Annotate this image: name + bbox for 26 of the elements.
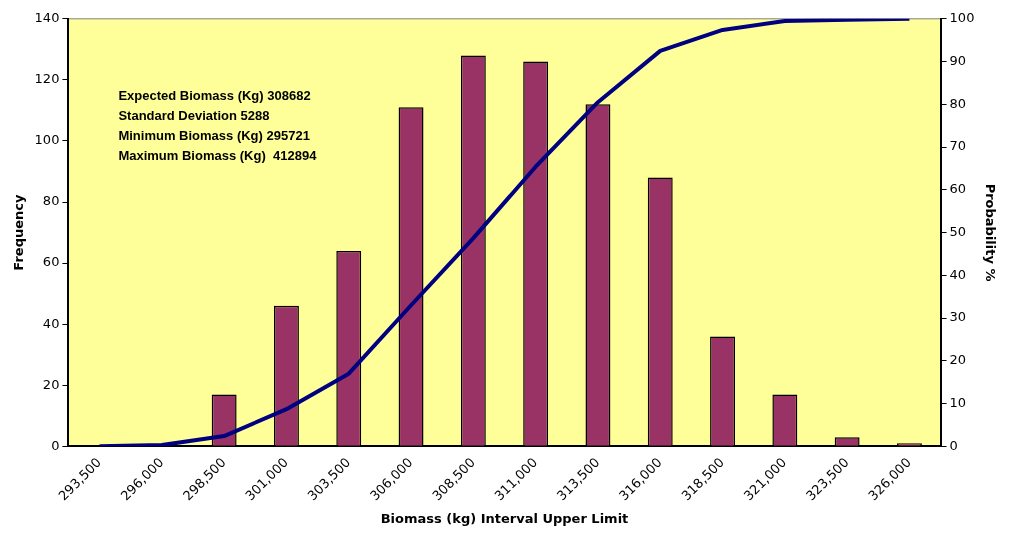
y2-tick-label: 100 (949, 10, 975, 26)
y-tick-label: 20 (42, 376, 60, 392)
y2-tick-label: 30 (949, 309, 967, 325)
annotation: Minimum Biomass (Kg) 295721 (118, 128, 310, 144)
y2-tick-label: 70 (949, 138, 967, 154)
y-axis-title: Frequency (11, 194, 27, 271)
y2-tick-label: 40 (949, 266, 967, 282)
annotation: Maximum Biomass (Kg) 412894 (118, 148, 318, 164)
y-tick-label: 40 (42, 315, 60, 331)
y2-tick-label: 10 (949, 394, 967, 410)
y-tick-label: 80 (42, 193, 60, 209)
annotation: Expected Biomass (Kg) 308682 (118, 88, 311, 104)
y2-tick-label: 90 (949, 52, 967, 68)
x-axis-title: Biomass (kg) Interval Upper Limit (380, 510, 629, 526)
y2-tick-label: 50 (949, 223, 967, 239)
y2-axis-title: Probability % (982, 183, 998, 282)
y2-tick-label: 20 (949, 352, 967, 368)
y2-tick-label: 0 (949, 437, 958, 453)
y-tick-label: 0 (51, 437, 60, 453)
y-tick-label: 140 (34, 10, 60, 26)
y-tick-label: 100 (34, 132, 60, 148)
y2-tick-label: 60 (949, 181, 967, 197)
annotation: Standard Deviation 5288 (118, 108, 270, 124)
y-tick-label: 120 (34, 71, 60, 87)
y-tick-label: 60 (42, 254, 60, 270)
y2-tick-label: 80 (949, 95, 967, 111)
